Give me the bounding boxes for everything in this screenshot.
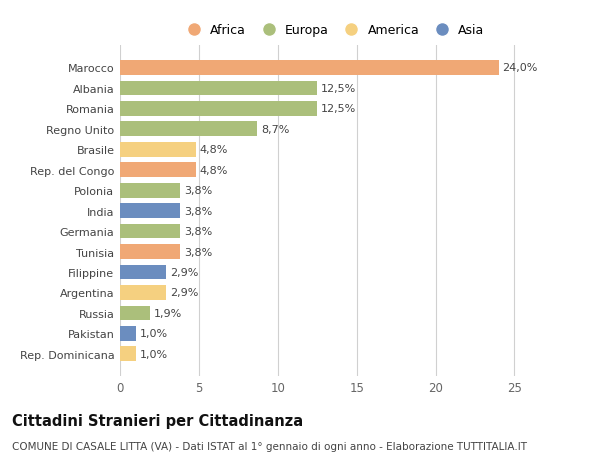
Bar [120, 122, 257, 137]
Text: 3,8%: 3,8% [184, 227, 212, 236]
Text: 8,7%: 8,7% [261, 124, 290, 134]
Text: 24,0%: 24,0% [503, 63, 538, 73]
Bar [120, 204, 180, 218]
Bar [120, 163, 196, 178]
Text: 4,8%: 4,8% [200, 165, 228, 175]
Text: 2,9%: 2,9% [170, 288, 198, 298]
Bar [120, 61, 499, 76]
Bar [120, 81, 317, 96]
Bar [120, 326, 136, 341]
Bar [120, 265, 166, 280]
Bar [120, 102, 317, 117]
Bar [120, 184, 180, 198]
Bar [120, 306, 150, 320]
Bar [120, 285, 166, 300]
Text: 3,8%: 3,8% [184, 186, 212, 196]
Text: 3,8%: 3,8% [184, 206, 212, 216]
Bar [120, 245, 180, 259]
Text: 1,0%: 1,0% [140, 329, 168, 339]
Text: Cittadini Stranieri per Cittadinanza: Cittadini Stranieri per Cittadinanza [12, 413, 303, 428]
Text: 2,9%: 2,9% [170, 268, 198, 277]
Bar [120, 143, 196, 157]
Bar [120, 224, 180, 239]
Text: 1,9%: 1,9% [154, 308, 182, 318]
Legend: Africa, Europa, America, Asia: Africa, Europa, America, Asia [176, 19, 490, 42]
Text: 4,8%: 4,8% [200, 145, 228, 155]
Text: 1,0%: 1,0% [140, 349, 168, 359]
Text: 12,5%: 12,5% [321, 84, 356, 94]
Text: 12,5%: 12,5% [321, 104, 356, 114]
Text: 3,8%: 3,8% [184, 247, 212, 257]
Bar [120, 347, 136, 361]
Text: COMUNE DI CASALE LITTA (VA) - Dati ISTAT al 1° gennaio di ogni anno - Elaborazio: COMUNE DI CASALE LITTA (VA) - Dati ISTAT… [12, 441, 527, 451]
